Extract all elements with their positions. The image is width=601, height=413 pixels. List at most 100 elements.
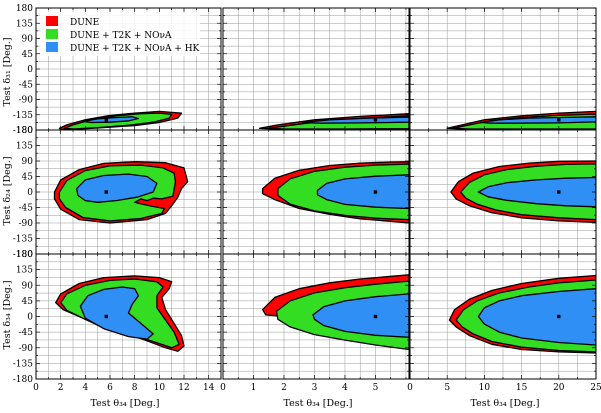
panel-r3-c1-contours [55,275,185,352]
panel-r2-c2 [222,129,410,255]
y-tick-label: -180 [13,250,33,260]
x-tick-label: 6 [107,383,113,393]
legend-label-dune-t2k-nova-hk: DUNE + T2K + NOνA + HK [70,44,200,54]
y-tick-label: 45 [22,297,34,307]
y-axis-label-row-3: Test δ₃₄ [Deg.] [2,280,13,349]
contour-dune-t2k-no-a-hk [79,286,154,340]
legend-swatch-dune-t2k-nova [46,29,58,39]
y-tick-label: 45 [22,173,34,183]
contour-dune-t2k-no-a-hk [301,116,409,124]
panel-r3-c2-ticks [222,253,409,380]
x-tick-label: 1 [251,383,257,393]
x-tick-label: 0 [220,383,226,393]
x-tick-label: 0 [407,383,413,393]
panel-r2-c1-contours [53,161,189,224]
y-tick-label: 45 [22,50,34,60]
panel-r2-c1: 180 135 90 45 0 -45 -90 -135 -180 [13,126,222,260]
true-point-marker [373,314,378,319]
y-axis-label-row-1: Test δ₃₁ [Deg.] [2,37,13,106]
true-point-marker [557,314,561,319]
y-tick-label: -90 [19,219,34,229]
contour-dune-t2k-no-a-hk [316,174,409,210]
x-tick-label: 5 [444,383,450,393]
legend-box [40,12,200,56]
contour-dune-t2k-no-a-hk [480,116,596,124]
y-tick-label: -45 [19,328,34,338]
y-tick-label: 135 [16,19,33,29]
y-tick-label: 180 [16,126,33,136]
x-tick-label: 25 [590,383,601,393]
y-tick-label: -180 [13,126,33,136]
y-tick-label: -90 [19,96,34,106]
panel-r2-c1-ticks [35,129,222,255]
x-tick-label: 20 [553,383,565,393]
legend-swatch-dune [46,16,58,26]
contour-dune-t2k-no-a-hk [477,176,596,208]
panel-r3-c3-ticks [409,253,597,380]
x-tick-label: 3 [312,383,318,393]
panel-r1-c2 [222,7,410,131]
contour-dune-t2k-no-a-hk [312,293,409,338]
y-tick-label: 180 [16,4,33,14]
x-tick-label: 4 [82,383,88,393]
panel-r3-c2-contours [261,274,409,351]
y-tick-label: -135 [13,359,33,369]
y-tick-label: 180 [16,250,33,260]
x-axis-label-col-2: Test θ₃₄ [Deg.] [283,398,352,409]
x-tick-label: 2 [58,383,64,393]
y-tick-label: 135 [16,266,33,276]
panel-r2-c3-contours [450,160,596,223]
panel-r2-c2-ticks [222,129,409,255]
y-tick-label: 90 [22,35,34,45]
true-point-marker [104,190,108,194]
legend-label-dune-t2k-nova: DUNE + T2K + NOνA [70,31,172,41]
legend-swatch-dune-t2k-nova-hk [46,42,58,52]
y-tick-label: 135 [16,142,33,152]
true-point-marker [104,118,108,122]
legend: DUNE DUNE + T2K + NOνA DUNE + T2K + NOνA… [40,12,200,56]
true-point-marker [373,190,378,194]
y-tick-label: 90 [22,157,34,167]
true-point-marker [557,118,561,122]
y-tick-label: 90 [22,281,34,291]
panel-r3-c3-contours [448,274,596,354]
panel-r1-c1-contours [58,110,183,130]
x-tick-label: 15 [516,383,528,393]
panel-r3-c3: 0 5 10 15 20 25 [407,253,601,393]
true-point-marker [557,190,561,194]
panel-r3-c2: 0 1 2 3 4 5 [220,253,410,393]
y-tick-label: 0 [27,65,33,75]
y-tick-label: -135 [13,111,33,121]
panel-r1-c3-contours [446,110,596,130]
x-tick-label: 10 [479,383,491,393]
x-tick-label: 0 [33,383,39,393]
panel-r3-c1-ticks [35,253,222,380]
contour-dune-t2k-no-a-hk [76,173,158,203]
y-tick-label: 0 [27,313,33,323]
y-axis-label-row-2: Test δ₂₄ [Deg.] [2,156,13,225]
panel-r2-c2-contours [261,161,409,224]
x-axis-label-col-1: Test θ₃₄ [Deg.] [90,398,159,409]
panel-r1-c2-grid [222,7,409,131]
x-tick-label: 4 [342,383,348,393]
panel-r1-c2-ticks [222,7,409,131]
panels-layer: 18013590450-45-90-135-18018013590450-45-… [13,4,601,393]
x-tick-label: 14 [203,383,215,393]
panel-r1-c3 [409,7,597,131]
y-tick-label: -45 [19,204,34,214]
panel-r2-c3 [409,129,597,255]
y-tick-label: -90 [19,344,34,354]
y-tick-label: -180 [13,375,33,385]
contour-dune-t2k-no-a-hk [477,288,596,346]
y-tick-label: -135 [13,235,33,245]
true-point-marker [104,314,108,319]
x-tick-label: 5 [373,383,379,393]
legend-label-dune: DUNE [70,18,99,28]
x-axis-label-col-3: Test θ₃₄ [Deg.] [470,398,539,409]
y-tick-label: -45 [19,80,34,90]
contour-dune-t2k-no-a-hk [82,116,140,124]
x-tick-label: 12 [178,383,189,393]
true-point-marker [373,118,378,122]
